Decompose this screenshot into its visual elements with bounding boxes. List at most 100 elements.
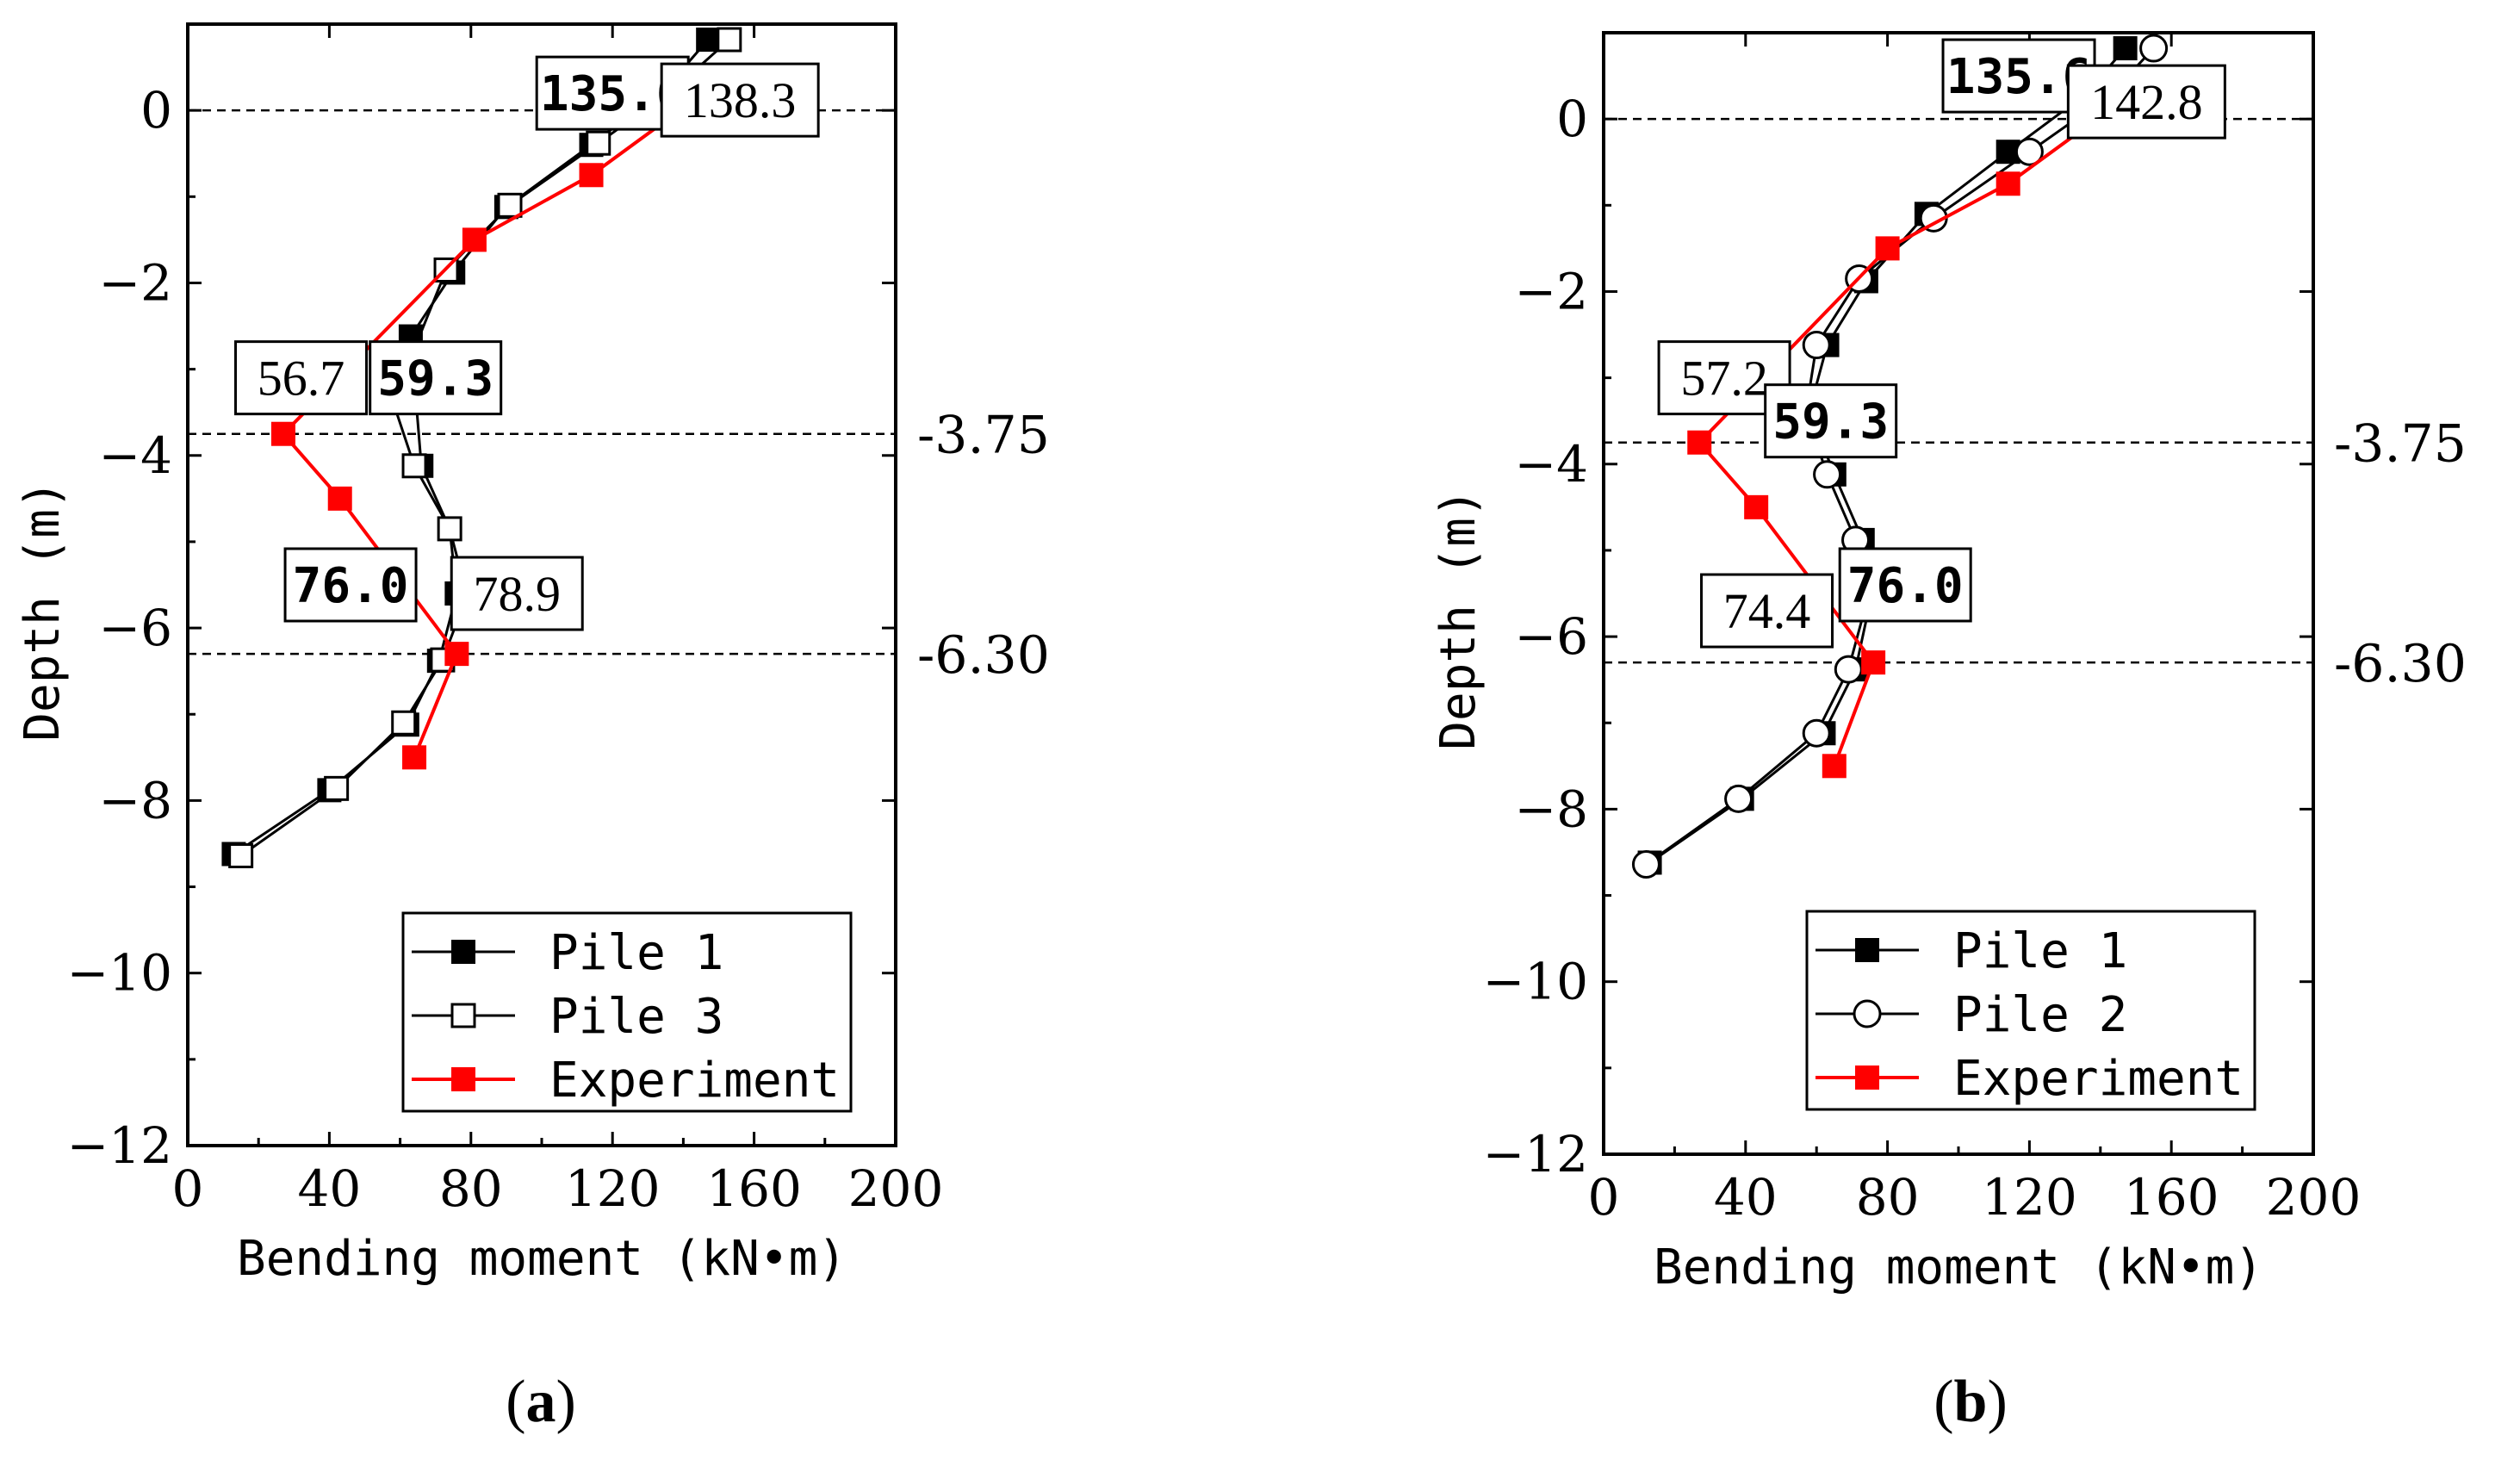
y-tick-label: 0 [1556,90,1588,148]
y-tick-label: 0 [140,81,172,140]
callout-box [660,62,820,138]
reference-line-label: -6.30 [917,625,1050,686]
legend-entry: Experiment [1953,1051,2244,1107]
data-point-pile-2 [1834,655,1863,684]
data-point-pile-2 [2014,137,2044,166]
x-tick-label: 0 [1588,1168,1620,1227]
data-point-experiment [1687,430,1712,455]
legend-entry: Experiment [549,1053,840,1109]
x-tick-label: 0 [172,1159,204,1218]
data-point-pile-3 [717,27,742,53]
reference-line-label: -3.75 [917,406,1050,466]
data-point-experiment [1861,650,1886,675]
series-line-pile-3 [239,38,730,857]
x-tick-label: 40 [297,1159,361,1218]
panel-letter: a [526,1369,556,1435]
data-point-experiment [444,642,469,667]
data-point-experiment [327,486,352,511]
y-tick-label: −12 [67,1116,172,1175]
reference-line-label: -3.75 [2334,414,2467,475]
data-point-experiment [462,227,487,252]
reference-line-label: -6.30 [2334,634,2467,694]
y-tick-label: −8 [99,771,173,829]
y-tick-label: −10 [1483,953,1588,1011]
data-point-experiment [579,163,604,188]
x-tick-label: 120 [565,1159,661,1218]
legend-entry: Pile 1 [549,925,723,981]
x-tick-label: 200 [848,1159,944,1218]
x-tick-label: 80 [1856,1168,1920,1227]
callout-label: 74.4 [1723,583,1811,639]
y-axis-title: Depth (m) [15,480,71,741]
y-tick-label: −6 [99,599,173,657]
data-point-pile-2 [1813,460,1842,489]
data-point-experiment [402,745,427,770]
callout-label: 59.3 [1772,395,1889,450]
callout-box [1838,547,1972,623]
x-tick-label: 160 [706,1159,802,1218]
callout-label: 76.0 [1847,558,1964,614]
x-axis-title: Bending moment (kN•m) [1654,1239,2263,1295]
data-point-pile-2 [2139,34,2169,63]
x-axis-title: Bending moment (kN•m) [237,1231,847,1287]
series-line-pile-2 [1645,47,2155,866]
y-tick-label: −6 [1515,607,1589,666]
legend-entry: Pile 1 [1953,923,2127,979]
callout-box [234,340,369,416]
data-point-pile-2 [1802,718,1831,748]
data-point-pile-1 [696,28,721,53]
callout-label: 57.2 [1680,351,1768,407]
callout-box [1764,383,1898,459]
y-tick-label: −10 [67,944,172,1003]
data-point-experiment [270,421,295,446]
callout-label: 142.8 [2090,74,2203,130]
callout-box [283,547,418,623]
x-tick-label: 120 [1982,1168,2077,1227]
data-point-pile-3 [324,775,350,801]
y-tick-label: −2 [1515,262,1589,320]
data-point-pile-3 [401,453,427,479]
panel-label: (b) [1933,1369,2008,1435]
data-point-pile-3 [437,516,462,542]
x-tick-label: 40 [1714,1168,1778,1227]
legend-marker [1853,999,1882,1028]
data-point-experiment [1744,494,1769,519]
x-tick-label: 80 [439,1159,503,1218]
y-axis-title: Depth (m) [1431,488,1487,749]
y-tick-label: −2 [99,253,173,312]
data-point-pile-2 [1802,331,1831,360]
y-tick-label: −8 [1515,780,1589,838]
data-point-experiment [1822,754,1847,779]
legend-marker [451,940,475,964]
callout-box [2066,64,2226,140]
legend-marker [1855,1065,1879,1090]
callout-label: 138.3 [684,72,797,128]
callout-label: 59.3 [377,351,493,407]
series-line-pile-1 [233,39,710,855]
callout-label: 78.9 [473,566,561,622]
legend-entry: Pile 3 [549,989,723,1045]
panel-a: -3.75 -6.30 0 40 80 120 160 200 0 −2 −4 −6 −8 −10 −12 B… [15,22,1050,1435]
y-tick-label: −12 [1483,1125,1588,1184]
data-point-pile-3 [228,842,254,868]
data-point-pile-3 [497,192,523,218]
data-point-pile-2 [1631,849,1660,879]
data-point-pile-3 [586,130,611,156]
callout-box [450,556,584,631]
callout-box [1700,573,1834,649]
legend-entry: Pile 2 [1953,987,2127,1043]
data-point-experiment [1875,236,1900,261]
x-tick-label: 200 [2266,1168,2362,1227]
callout-label: 76.0 [293,558,409,614]
data-point-experiment [1996,171,2020,196]
callout-box [369,340,503,416]
legend-marker [451,1067,475,1091]
data-point-pile-3 [391,710,417,736]
y-tick-label: −4 [99,426,173,485]
data-point-pile-2 [1724,784,1753,813]
callout-label: 56.7 [258,351,345,407]
y-tick-label: −4 [1515,435,1589,494]
legend-marker [450,1003,476,1028]
legend-marker [1855,938,1879,962]
